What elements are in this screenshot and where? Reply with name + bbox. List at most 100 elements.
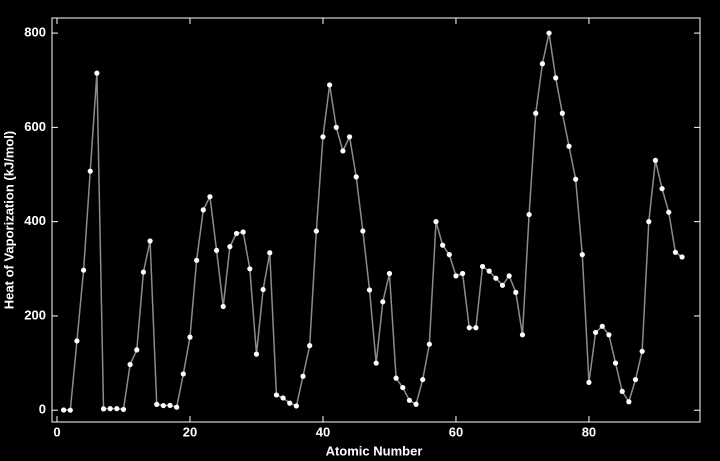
data-point [107, 406, 113, 412]
data-point [579, 252, 585, 258]
data-point [300, 373, 306, 379]
data-point [100, 406, 107, 412]
data-point [154, 401, 160, 407]
data-point [280, 395, 286, 401]
data-point [606, 332, 612, 338]
data-point [287, 400, 293, 406]
data-point [406, 397, 413, 403]
data-point [440, 242, 446, 248]
data-point [400, 384, 406, 391]
data-point [313, 228, 319, 234]
data-point [267, 250, 273, 256]
data-point [174, 404, 180, 410]
data-point [446, 252, 452, 258]
data-point [386, 270, 393, 277]
data-point [666, 209, 672, 215]
data-point [519, 332, 526, 338]
y-tick-label: 800 [24, 25, 46, 40]
data-point [466, 325, 472, 331]
data-point [220, 303, 226, 310]
data-point [380, 299, 386, 305]
data-point [479, 263, 486, 270]
data-point [639, 348, 645, 354]
data-point [453, 273, 459, 279]
data-point [80, 267, 87, 273]
data-point [559, 110, 565, 116]
data-point [327, 82, 333, 88]
y-tick-label: 600 [24, 119, 46, 134]
data-point [586, 379, 592, 386]
data-point [506, 273, 512, 279]
data-point [273, 392, 280, 398]
data-point [346, 134, 353, 140]
data-point [160, 402, 166, 409]
data-point [293, 403, 299, 409]
data-point [147, 238, 153, 244]
data-point [120, 406, 127, 413]
data-point [593, 329, 599, 336]
plot-frame [51, 17, 701, 423]
data-point [213, 247, 220, 254]
data-point [493, 275, 499, 281]
data-point [207, 194, 213, 200]
data-point [253, 351, 260, 357]
data-point [320, 134, 326, 140]
data-point [626, 399, 632, 405]
data-point [74, 338, 80, 344]
data-point [240, 229, 246, 235]
x-tick-label: 20 [183, 424, 197, 439]
data-point [426, 341, 432, 347]
data-point [373, 360, 379, 366]
data-point [67, 407, 73, 413]
data-point [473, 325, 479, 331]
data-point [573, 176, 579, 182]
data-point [546, 30, 552, 36]
data-point [652, 157, 659, 163]
data-point [200, 207, 206, 213]
data-point [486, 268, 492, 274]
data-point [393, 375, 399, 381]
data-point [460, 270, 466, 277]
x-tick-label: 80 [582, 424, 596, 439]
data-point [194, 257, 200, 263]
data-point [533, 110, 539, 116]
data-point [659, 186, 665, 192]
data-point [413, 401, 419, 407]
x-tick-label: 0 [53, 424, 60, 439]
data-point [180, 371, 186, 377]
data-point [499, 282, 506, 288]
data-point [612, 360, 619, 366]
data-point [167, 402, 173, 409]
data-point [233, 230, 240, 237]
y-tick-label: 200 [24, 307, 46, 322]
data-point [366, 287, 373, 293]
y-tick-label: 400 [24, 213, 46, 228]
data-point [599, 323, 605, 329]
data-point [672, 249, 678, 255]
data-point [679, 254, 685, 260]
data-point [646, 219, 652, 225]
data-point [340, 148, 346, 154]
data-point [87, 168, 93, 174]
data-point [260, 286, 266, 293]
data-point [360, 228, 366, 234]
data-point [420, 376, 426, 383]
data-point [140, 269, 147, 275]
y-tick-label: 0 [39, 402, 46, 417]
data-point [61, 407, 67, 413]
x-tick-label: 40 [316, 424, 330, 439]
y-axis-label: Heat of Vaporization (kJ/mol) [1, 131, 16, 309]
x-axis-label: Atomic Number [326, 443, 423, 458]
data-point [114, 406, 120, 412]
data-point [632, 376, 639, 383]
data-point [566, 143, 572, 149]
x-tick-label: 60 [449, 424, 463, 439]
data-point [553, 75, 559, 81]
data-point [333, 124, 339, 130]
data-point [539, 61, 546, 67]
data-point [619, 388, 625, 394]
data-point [433, 219, 439, 225]
data-point [134, 347, 140, 353]
data-point [94, 70, 100, 76]
